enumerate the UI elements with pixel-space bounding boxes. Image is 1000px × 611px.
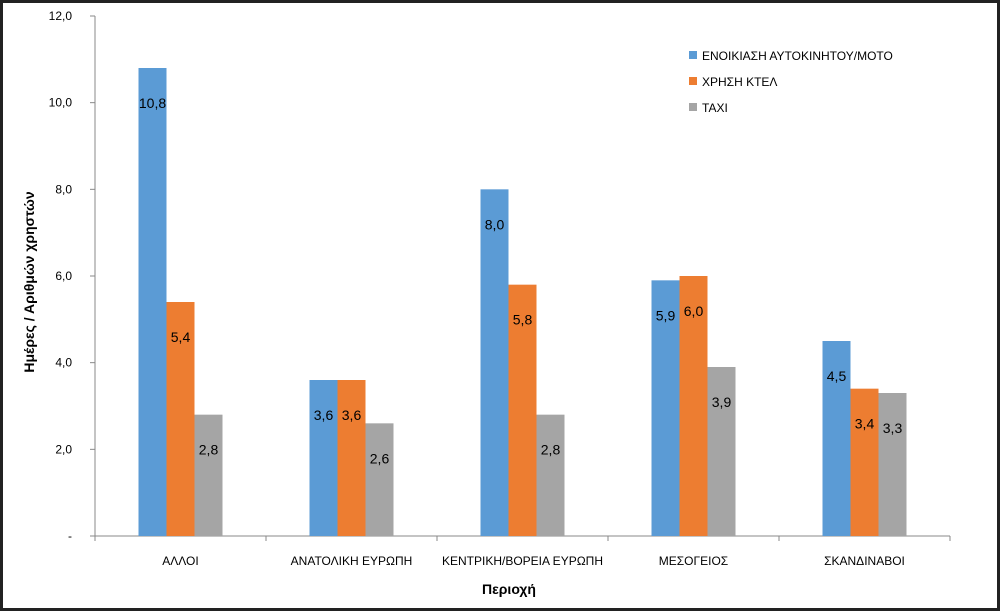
bar	[878, 393, 907, 536]
data-label: 5,4	[171, 329, 191, 345]
data-label: 3,6	[342, 407, 362, 423]
bar	[309, 380, 338, 536]
data-label: 3,4	[855, 416, 875, 432]
legend: ΕΝΟΙΚΙΑΣΗ ΑΥΤΟΚΙΝΗΤΟΥ/ΜΟΤΟ ΧΡΗΣΗ ΚΤΕΛ ΤΑΧΙ	[689, 49, 893, 115]
y-tick-label: 6,0	[55, 269, 72, 283]
data-label: 2,6	[370, 450, 390, 466]
bar	[508, 284, 537, 536]
y-tick-label: 12,0	[49, 9, 73, 23]
data-label: 2,8	[541, 442, 561, 458]
bar	[707, 367, 736, 536]
legend-swatch	[689, 51, 697, 59]
bar	[822, 341, 851, 536]
x-tick-label: ΜΕΣΟΓΕΙΟΣ	[659, 554, 728, 568]
bars: 10,8 5,4 2,8 3,6 3,6 2,6 8,0 5,8 2,8 5,9 6,0 3,9 4,5…	[138, 68, 907, 537]
bar	[536, 414, 565, 536]
bar	[679, 276, 708, 536]
x-tick-label: ΚΕΝΤΡΙΚΗ/ΒΟΡΕΙΑ ΕΥΡΩΠΗ	[442, 554, 603, 568]
bar	[480, 189, 509, 537]
y-tick-label: 4,0	[55, 356, 72, 370]
data-label: 8,0	[485, 216, 505, 232]
legend-swatch	[689, 77, 697, 85]
data-label: 3,3	[883, 420, 903, 436]
bar	[194, 414, 223, 536]
legend-label: ΕΝΟΙΚΙΑΣΗ ΑΥΤΟΚΙΝΗΤΟΥ/ΜΟΤΟ	[702, 49, 893, 63]
data-label: 5,8	[513, 312, 533, 328]
y-tick-label: 10,0	[49, 96, 73, 110]
y-tick-label: 2,0	[55, 442, 72, 456]
axes: - 2,0 4,0 6,0 8,0 10,0 12,0 ΑΛΛΟΙ ΑΝΑΤΟΛΙΚΗ ΕΥΡΩ…	[49, 9, 951, 568]
bar	[651, 280, 680, 536]
bar	[850, 388, 879, 536]
legend-swatch	[689, 103, 697, 111]
data-label: 2,8	[199, 442, 219, 458]
data-label: 4,5	[827, 368, 847, 384]
x-tick-label: ΑΝΑΤΟΛΙΚΗ ΕΥΡΩΠΗ	[291, 554, 413, 568]
x-axis-title: Περιοχή	[482, 581, 536, 597]
data-label: 5,9	[656, 307, 676, 323]
bar	[365, 423, 394, 536]
bar	[337, 380, 366, 536]
bar	[166, 302, 195, 536]
legend-label: ΤΑΧΙ	[702, 101, 728, 115]
data-label: 3,6	[314, 407, 334, 423]
x-tick-label: ΑΛΛΟΙ	[162, 554, 198, 568]
y-axis-title: Ημέρες / Αριθμών χρηστών	[21, 191, 37, 373]
data-label: 6,0	[684, 303, 704, 319]
data-label: 10,8	[139, 95, 166, 111]
y-tick-label: -	[68, 529, 72, 543]
x-tick-label: ΣΚΑΝΔΙΝΑΒΟΙ	[824, 554, 905, 568]
bar	[138, 68, 167, 536]
y-tick-label: 8,0	[55, 182, 72, 196]
data-label: 3,9	[712, 394, 732, 410]
legend-label: ΧΡΗΣΗ ΚΤΕΛ	[702, 75, 777, 89]
